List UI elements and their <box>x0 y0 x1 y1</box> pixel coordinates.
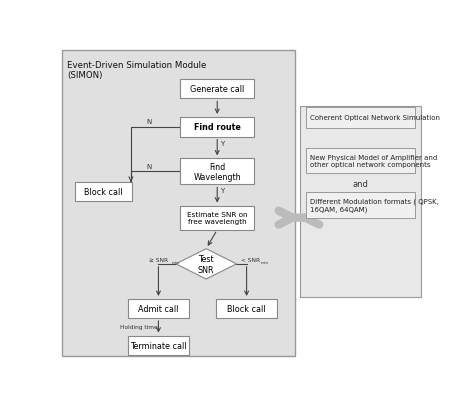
Text: Find route: Find route <box>194 123 241 132</box>
Bar <box>181 118 254 138</box>
Bar <box>128 336 189 355</box>
Bar <box>181 79 254 99</box>
Bar <box>62 51 295 356</box>
Text: New Physical Model of Amplifier and
other optical network components: New Physical Model of Amplifier and othe… <box>310 154 437 167</box>
Text: Holding time: Holding time <box>120 324 158 329</box>
Text: Different Modulation formats ( QPSK,
16QAM, 64QAM): Different Modulation formats ( QPSK, 16Q… <box>310 198 439 212</box>
Text: ≥ SNR: ≥ SNR <box>149 257 168 262</box>
Bar <box>306 192 415 218</box>
Text: N: N <box>146 164 152 169</box>
Text: Coherent Optical Network Simulation: Coherent Optical Network Simulation <box>310 115 440 121</box>
Text: Y: Y <box>220 140 224 146</box>
Polygon shape <box>176 249 237 279</box>
Text: Y: Y <box>220 188 224 194</box>
Bar <box>181 159 254 185</box>
Bar <box>216 299 277 318</box>
Text: Admit call: Admit call <box>138 304 179 313</box>
Text: Event-Driven Simulation Module
(SIMON): Event-Driven Simulation Module (SIMON) <box>67 61 207 80</box>
Text: Test
SNR: Test SNR <box>198 254 214 274</box>
Bar <box>306 148 415 173</box>
Bar <box>75 182 132 201</box>
Text: Block call: Block call <box>228 304 266 313</box>
Text: N: N <box>146 119 152 125</box>
Bar <box>306 108 415 128</box>
Text: Find
Wavelength: Find Wavelength <box>193 162 241 182</box>
Bar <box>181 206 254 230</box>
Text: min: min <box>261 260 269 264</box>
Text: < SNR: < SNR <box>241 257 260 262</box>
Text: Generate call: Generate call <box>190 85 244 94</box>
Bar <box>128 299 189 318</box>
Bar <box>300 107 421 298</box>
Text: Block call: Block call <box>84 187 123 196</box>
Text: min: min <box>171 260 180 264</box>
Text: Terminate call: Terminate call <box>130 341 187 350</box>
Text: and: and <box>353 179 368 188</box>
Text: Estimate SNR on
free wavelength: Estimate SNR on free wavelength <box>187 211 247 225</box>
